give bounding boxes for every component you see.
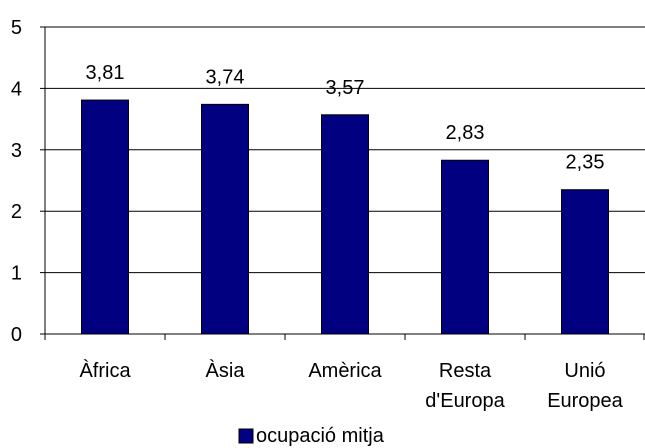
data-label: 2,83 (446, 122, 485, 144)
y-tick-label: 4 (11, 78, 22, 100)
x-tick-label: Amèrica (308, 360, 382, 382)
x-tick-label: Unió (564, 360, 605, 382)
x-tick-label: Àfrica (79, 359, 131, 382)
data-label: 3,81 (86, 62, 125, 84)
bars (81, 99, 609, 335)
x-tick-label: Europea (547, 390, 623, 412)
y-tick-label: 2 (11, 201, 22, 223)
legend-swatch (238, 428, 254, 444)
bar (81, 99, 129, 335)
y-tick-label: 1 (11, 263, 22, 285)
y-tick-label: 5 (11, 17, 22, 39)
x-tick-label: Resta (439, 360, 492, 382)
x-tick-label: Àsia (206, 359, 246, 382)
bar (321, 114, 369, 335)
labels: 0 1 2 3 4 5 3,81 Àfrica 3,74 Àsia 3,57 Amèrica 2,83 R… (11, 17, 624, 412)
legend: ocupació mitja (238, 425, 385, 447)
bar (561, 189, 609, 335)
bar (201, 103, 249, 335)
x-tick-label: d'Europa (425, 390, 505, 412)
data-label: 2,35 (566, 152, 605, 174)
legend-label: ocupació mitja (256, 425, 385, 447)
bar (441, 159, 489, 335)
y-tick-label: 3 (11, 140, 22, 162)
y-tick-label: 0 (11, 324, 22, 346)
data-label: 3,57 (326, 77, 365, 99)
data-label: 3,74 (206, 66, 245, 88)
